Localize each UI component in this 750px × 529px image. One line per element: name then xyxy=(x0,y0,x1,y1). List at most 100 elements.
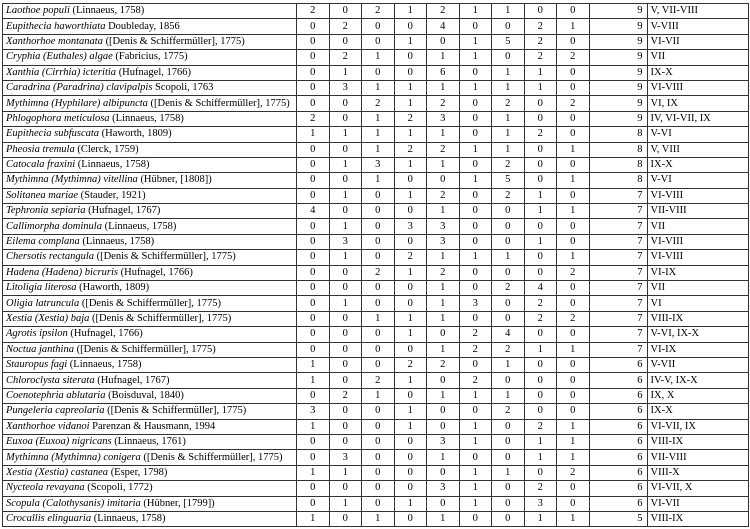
count-cell: 1 xyxy=(361,510,395,528)
count-cell: 1 xyxy=(361,110,395,128)
count-cell: 1 xyxy=(328,126,362,143)
count-cell: 2 xyxy=(556,49,590,66)
count-cell: 0 xyxy=(393,203,427,220)
count-cell: 2 xyxy=(458,372,492,389)
count-cell: 2 xyxy=(491,95,525,112)
count-cell: 0 xyxy=(393,387,427,405)
count-cell: 2 xyxy=(393,356,427,374)
count-cell: 3 xyxy=(458,295,492,312)
count-cell: 3 xyxy=(426,110,460,128)
species-author: ([Denis & Schiffermüller], 1775) xyxy=(150,97,290,109)
species-author: (Scopoli, 1772) xyxy=(87,482,153,494)
count-cell: 0 xyxy=(328,95,362,112)
months-cell: VIII-IX xyxy=(646,433,749,451)
count-cell: 0 xyxy=(426,372,460,389)
table-row: Caradrina (Paradrina) clavipalpis Scopol… xyxy=(2,79,749,97)
count-cell: 0 xyxy=(361,341,395,358)
count-cell: 2 xyxy=(556,464,590,482)
count-cell: 2 xyxy=(361,95,395,112)
species-name: Catocala fraxini xyxy=(6,159,76,171)
count-cell: 0 xyxy=(491,18,525,35)
months-cell: VIII-IX xyxy=(646,510,749,528)
count-cell: 2 xyxy=(426,95,460,112)
count-cell: 2 xyxy=(523,49,557,66)
count-cell: 1 xyxy=(458,49,492,66)
months-cell: IV, VI-VII, IX xyxy=(646,110,749,128)
count-cell: 1 xyxy=(328,495,362,512)
count-cell: 0 xyxy=(296,141,330,158)
count-cell: 0 xyxy=(393,464,427,482)
count-cell: 1 xyxy=(458,495,492,512)
species-author: (Hufnagel, 1767) xyxy=(97,374,170,386)
count-cell: 1 xyxy=(393,495,427,512)
table-row: Chersotis rectangula ([Denis & Schifferm… xyxy=(2,249,749,266)
count-cell: 0 xyxy=(296,33,330,51)
count-cell: 0 xyxy=(523,218,557,235)
count-cell: 2 xyxy=(523,418,557,435)
count-cell: 2 xyxy=(523,126,557,143)
count-cell: 1 xyxy=(393,187,427,205)
count-cell: 2 xyxy=(458,341,492,358)
species-cell: Mythimna (Hyphilare) albipuncta ([Denis … xyxy=(2,95,297,112)
count-cell: 0 xyxy=(361,233,395,251)
count-cell: 0 xyxy=(296,79,330,97)
count-cell: 0 xyxy=(458,310,492,328)
table-row: Stauropus fagi (Linnaeus, 1758) 1 0 0 2 2 0 1 0 0… xyxy=(2,356,749,374)
species-cell: Oligia latruncula ([Denis & Schiffermüll… xyxy=(2,295,297,312)
species-name: Noctua janthina xyxy=(6,343,74,355)
count-cell: 0 xyxy=(393,433,427,451)
count-cell: 0 xyxy=(361,218,395,235)
species-author: (Linnaeus, 1761) xyxy=(114,436,186,448)
count-cell: 2 xyxy=(523,310,557,328)
count-cell: 1 xyxy=(361,79,395,97)
species-name: Eilema complana xyxy=(6,236,80,248)
total-cell: 6 xyxy=(588,464,648,482)
count-cell: 1 xyxy=(361,310,395,328)
count-cell: 0 xyxy=(556,356,590,374)
count-cell: 0 xyxy=(458,233,492,251)
total-cell: 7 xyxy=(588,264,648,282)
species-name: Chloroclysta siterata xyxy=(6,374,95,386)
months-cell: VIII-IX xyxy=(646,310,749,328)
count-cell: 1 xyxy=(361,141,395,158)
count-cell: 0 xyxy=(458,218,492,235)
count-cell: 0 xyxy=(523,372,557,389)
count-cell: 2 xyxy=(523,33,557,51)
table-row: Eilema complana (Linnaeus, 1758) 0 3 0 0 3 0 0 1… xyxy=(2,233,749,251)
count-cell: 0 xyxy=(458,280,492,297)
count-cell: 0 xyxy=(328,203,362,220)
count-cell: 0 xyxy=(491,433,525,451)
months-cell: VI-VII xyxy=(646,33,749,51)
count-cell: 0 xyxy=(426,33,460,51)
species-cell: Noctua janthina ([Denis & Schiffermüller… xyxy=(2,341,297,358)
species-name: Agrotis ipsilon xyxy=(6,328,68,340)
count-cell: 0 xyxy=(296,387,330,405)
species-cell: Xestia (Xestia) castanea (Esper, 1798) xyxy=(2,464,297,482)
count-cell: 1 xyxy=(556,141,590,158)
count-cell: 1 xyxy=(426,387,460,405)
species-name: Eupithecia subfuscata xyxy=(6,128,100,140)
count-cell: 1 xyxy=(296,356,330,374)
count-cell: 3 xyxy=(426,218,460,235)
table-row: Pungeleria capreolaria ([Denis & Schiffe… xyxy=(2,403,749,420)
species-author: ([Denis & Schiffermüller], 1775) xyxy=(76,343,216,355)
species-cell: Tephronia sepiaria (Hufnagel, 1767) xyxy=(2,203,297,220)
species-name: Callimorpha dominula xyxy=(6,220,102,232)
species-cell: Chloroclysta siterata (Hufnagel, 1767) xyxy=(2,372,297,389)
species-name: Xestia (Xestia) castanea xyxy=(6,466,109,478)
total-cell: 7 xyxy=(588,295,648,312)
species-cell: Xanthia (Cirrhia) icteritia (Hufnagel, 1… xyxy=(2,64,297,81)
count-cell: 1 xyxy=(426,341,460,358)
count-cell: 1 xyxy=(393,372,427,389)
count-cell: 0 xyxy=(361,326,395,343)
months-cell: VI-IX xyxy=(646,341,749,358)
total-cell: 6 xyxy=(588,403,648,420)
count-cell: 0 xyxy=(458,110,492,128)
total-cell: 9 xyxy=(588,79,648,97)
species-author: Doubleday, 1856 xyxy=(108,20,180,32)
species-cell: Cryphia (Euthales) algae (Fabricius, 177… xyxy=(2,49,297,66)
species-cell: Mythimna (Mythimna) vitellina (Hübner, [… xyxy=(2,172,297,189)
species-cell: Caradrina (Paradrina) clavipalpis Scopol… xyxy=(2,79,297,97)
count-cell: 0 xyxy=(296,280,330,297)
table-row: Laothoe populi (Linnaeus, 1758) 2 0 2 1 2 1 1 0 0… xyxy=(2,2,749,20)
